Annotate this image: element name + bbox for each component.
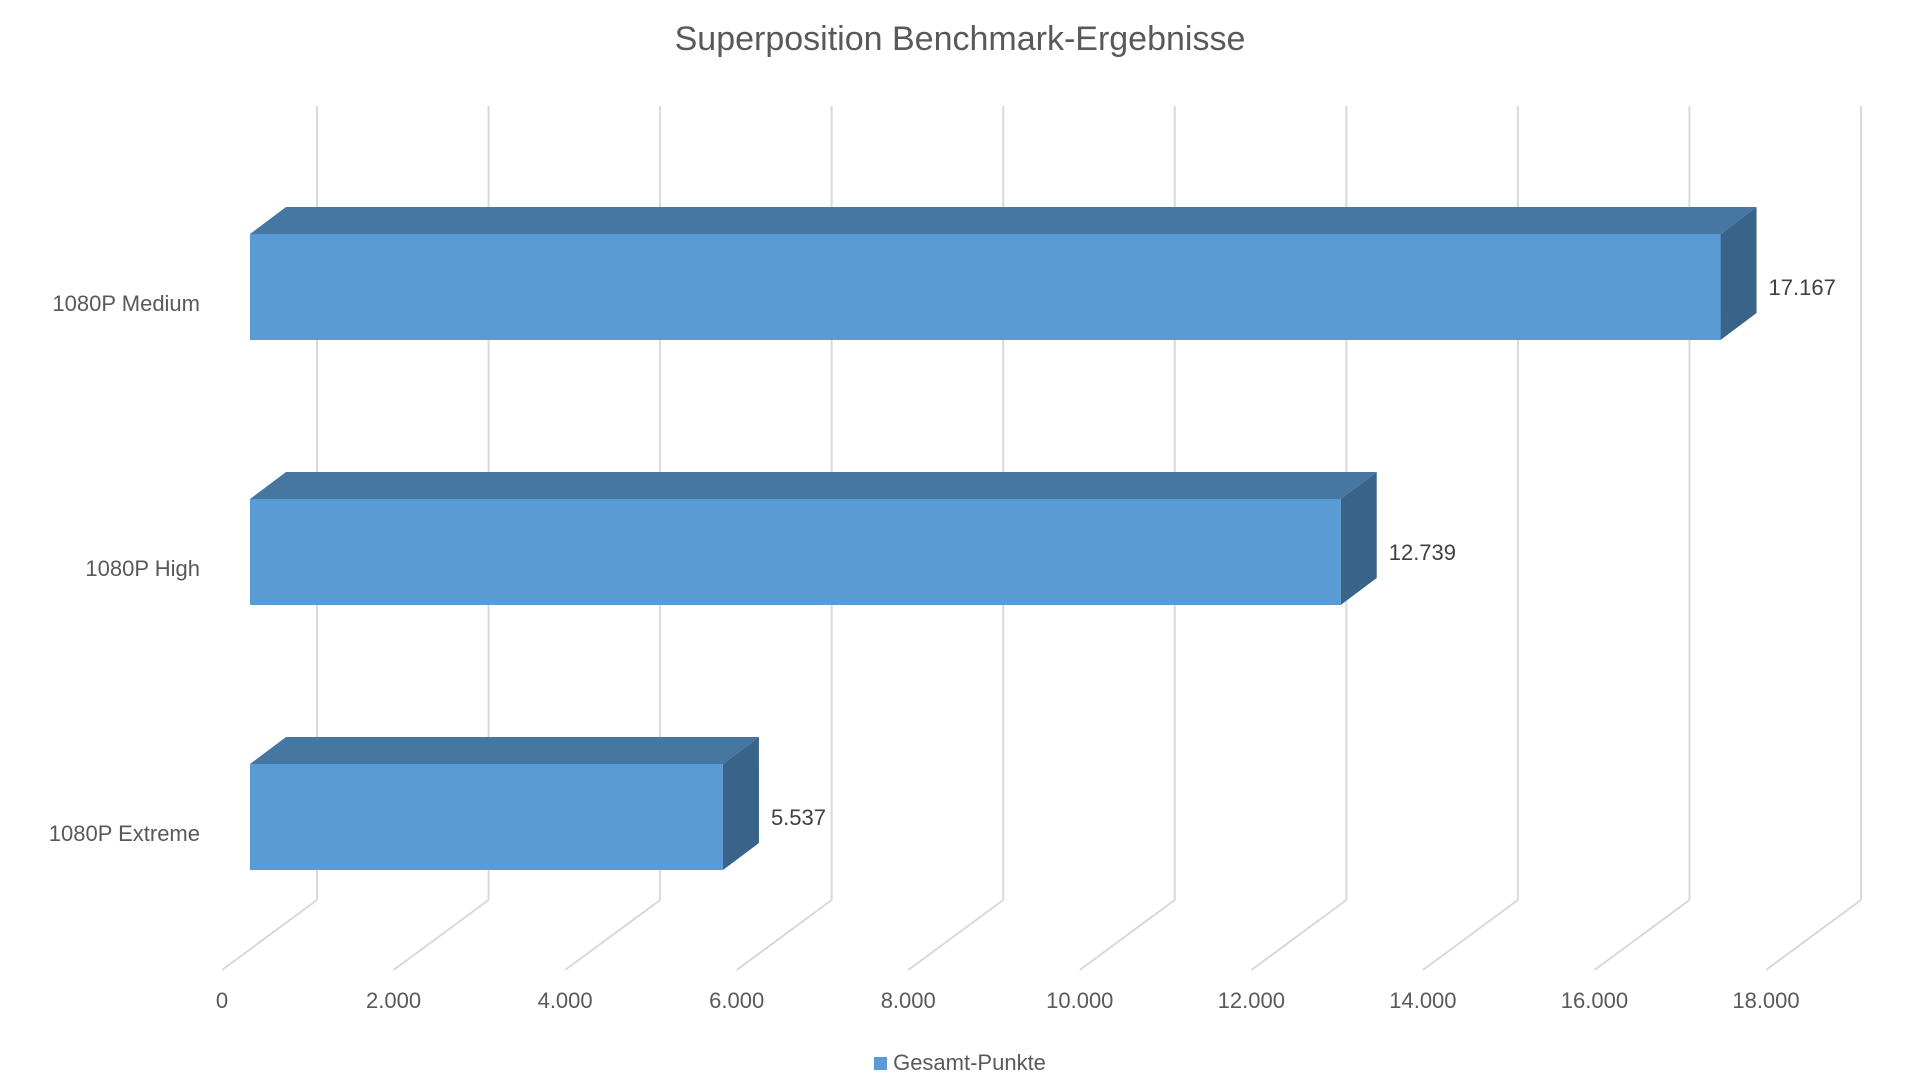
bar-1 (250, 499, 1341, 605)
chart-title: Superposition Benchmark-Ergebnisse (674, 20, 1246, 58)
data-label-0: 17.167 (1769, 275, 1836, 300)
bar-0 (250, 234, 1721, 340)
floor-gridline-6 (1250, 899, 1347, 971)
bar-top-1 (250, 472, 1377, 499)
x-tick-label-6: 12.000 (1218, 988, 1285, 1013)
data-label-1: 12.739 (1389, 540, 1456, 565)
x-tick-label-3: 6.000 (709, 988, 764, 1013)
floor-gridline-1 (392, 899, 490, 971)
bar-side-2 (722, 737, 759, 870)
legend-swatch (874, 1057, 888, 1070)
data-label-2: 5.537 (771, 805, 826, 830)
floor-gridline-9 (1765, 899, 1862, 971)
category-label-0: 1080P Medium (52, 291, 200, 316)
legend-label: Gesamt-Punkte (893, 1050, 1046, 1075)
bar-2 (250, 764, 723, 870)
x-tick-label-5: 10.000 (1046, 988, 1113, 1013)
bar-side-1 (1340, 472, 1377, 605)
floor-gridline-0 (221, 899, 318, 971)
x-tick-label-1: 2.000 (366, 988, 421, 1013)
category-label-2: 1080P Extreme (49, 821, 200, 846)
floor-gridline-3 (736, 899, 833, 971)
floor-gridline-5 (1079, 899, 1176, 971)
bar-side-0 (1720, 207, 1757, 340)
floor-gridline-4 (907, 899, 1004, 971)
bar-top-0 (250, 207, 1757, 234)
floor-gridline-8 (1593, 899, 1691, 971)
category-label-1: 1080P High (85, 556, 200, 581)
x-tick-label-9: 18.000 (1732, 988, 1799, 1013)
floor-gridline-7 (1422, 899, 1519, 971)
x-tick-label-0: 0 (216, 988, 228, 1013)
floor-gridline-2 (564, 899, 661, 971)
legend: Gesamt-Punkte (0, 1050, 1920, 1076)
x-tick-label-7: 14.000 (1389, 988, 1456, 1013)
bar-top-2 (250, 737, 759, 764)
x-tick-label-4: 8.000 (881, 988, 936, 1013)
x-tick-label-2: 4.000 (538, 988, 593, 1013)
x-tick-label-8: 16.000 (1561, 988, 1628, 1013)
